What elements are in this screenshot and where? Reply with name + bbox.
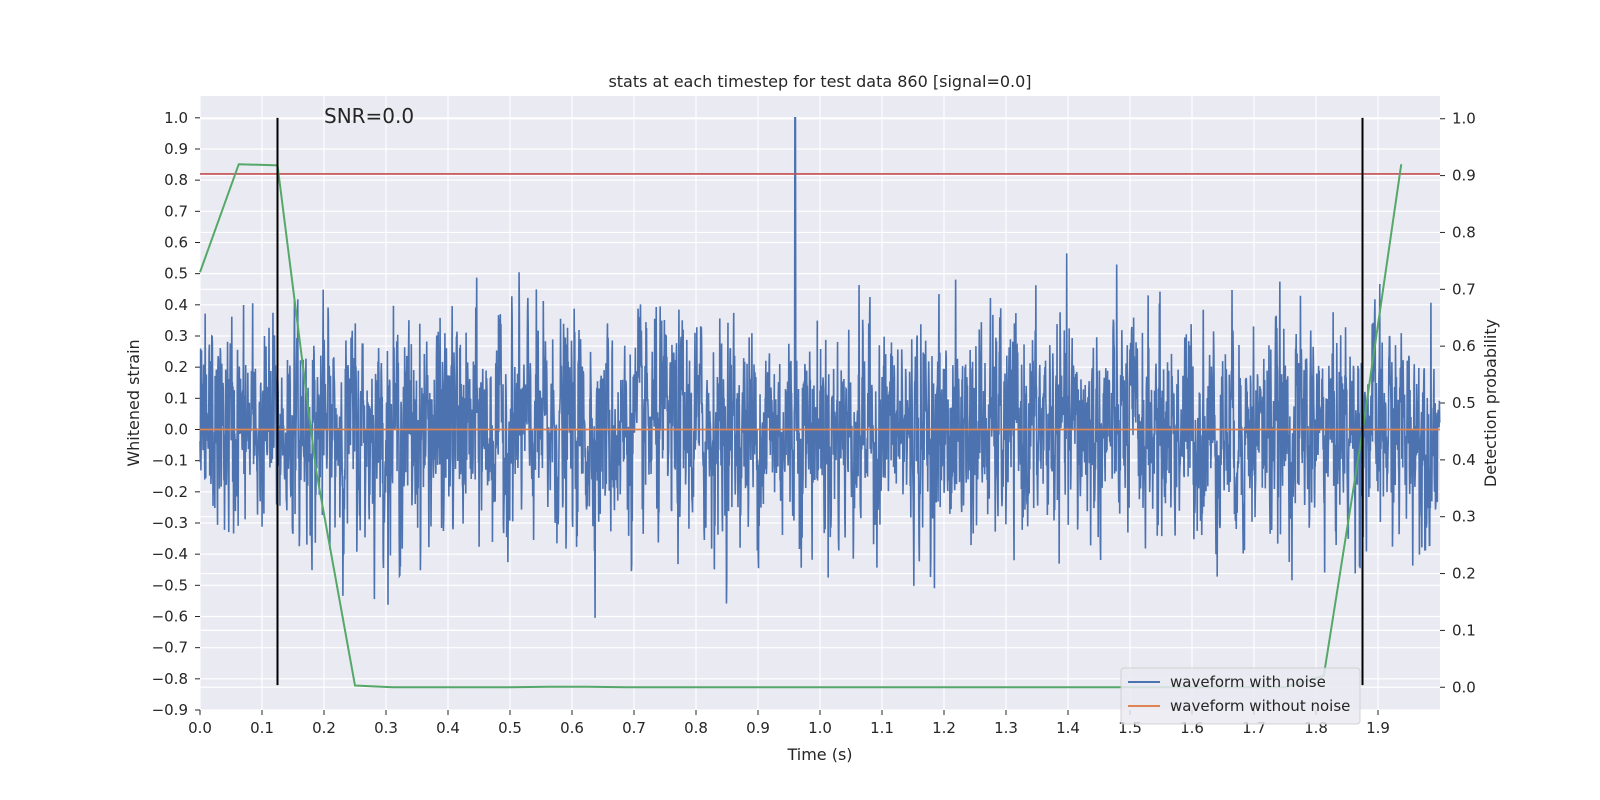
y-tick-label-left: 0.5: [164, 265, 188, 283]
y-tick-label-left: −0.4: [152, 545, 188, 563]
y-tick-label-left: −0.5: [152, 576, 188, 594]
y-tick-label-right: 0.4: [1452, 451, 1476, 469]
x-tick-label: 1.2: [932, 719, 956, 737]
y-tick-label-right: 0.3: [1452, 508, 1476, 526]
legend-label-noise: waveform with noise: [1170, 673, 1326, 691]
x-tick-label: 0.0: [188, 719, 212, 737]
snr-annotation: SNR=0.0: [324, 104, 414, 128]
x-tick-label: 0.3: [374, 719, 398, 737]
y-tick-label-right: 0.5: [1452, 394, 1476, 412]
y-tick-label-left: 0.7: [164, 202, 188, 220]
series-line-noise: [199, 117, 1441, 618]
y-tick-label-left: 0.3: [164, 327, 188, 345]
chart-title: stats at each timestep for test data 860…: [608, 72, 1031, 91]
y-tick-label-left: −0.7: [152, 639, 188, 657]
ticks: 0.0 0.1 0.2 0.3 0.4 0.5 0.6 0.7 0.8 0.9 1.0 1.1 1.2 1…: [152, 109, 1476, 737]
x-tick-label: 0.1: [250, 719, 274, 737]
y-tick-label-left: 0.2: [164, 358, 188, 376]
y-tick-label-right: 0.2: [1452, 565, 1476, 583]
y-tick-label-left: 0.6: [164, 233, 188, 251]
grid: [199, 96, 1440, 711]
y-tick-label-left: 0.4: [164, 296, 188, 314]
y-tick-label-left: 0.8: [164, 171, 188, 189]
x-tick-label: 1.0: [808, 719, 832, 737]
y-tick-label-left: −0.8: [152, 670, 188, 688]
y-tick-label-right: 0.7: [1452, 280, 1476, 298]
y-tick-label-right: 0.8: [1452, 223, 1476, 241]
y-tick-label-right: 0.6: [1452, 337, 1476, 355]
y-tick-label-left: −0.9: [152, 701, 188, 719]
y-tick-label-left: 0.0: [164, 420, 188, 438]
x-tick-label: 1.3: [994, 719, 1018, 737]
x-tick-label: 0.8: [684, 719, 708, 737]
y-tick-label-left: 0.9: [164, 140, 188, 158]
y-tick-label-right: 0.0: [1452, 678, 1476, 696]
x-tick-label: 0.5: [498, 719, 522, 737]
x-tick-label: 0.9: [746, 719, 770, 737]
x-tick-label: 1.9: [1366, 719, 1390, 737]
x-tick-label: 0.2: [312, 719, 336, 737]
y-tick-label-right: 0.1: [1452, 621, 1476, 639]
x-tick-label: 1.4: [1056, 719, 1080, 737]
legend-label-clean: waveform without noise: [1170, 697, 1350, 715]
x-tick-label: 0.6: [560, 719, 584, 737]
x-tick-label: 1.1: [870, 719, 894, 737]
y-axis-label-right: Detection probability: [1481, 319, 1500, 487]
y-tick-label-right: 1.0: [1452, 110, 1476, 128]
y-tick-label-left: −0.1: [152, 452, 188, 470]
y-tick-label-left: −0.3: [152, 514, 188, 532]
y-tick-label-left: 0.1: [164, 389, 188, 407]
x-tick-label: 0.7: [622, 719, 646, 737]
y-tick-label-left: 1.0: [164, 109, 188, 127]
y-tick-label-right: 0.9: [1452, 167, 1476, 185]
legend: waveform with noise waveform without noi…: [1120, 667, 1361, 725]
x-axis-label: Time (s): [786, 745, 852, 764]
y-tick-label-left: −0.2: [152, 483, 188, 501]
series-layer: [199, 117, 1441, 689]
x-tick-label: 0.4: [436, 719, 460, 737]
y-tick-label-left: −0.6: [152, 607, 188, 625]
legend-box: [1120, 667, 1361, 725]
y-axis-label-left: Whitened strain: [124, 339, 143, 466]
